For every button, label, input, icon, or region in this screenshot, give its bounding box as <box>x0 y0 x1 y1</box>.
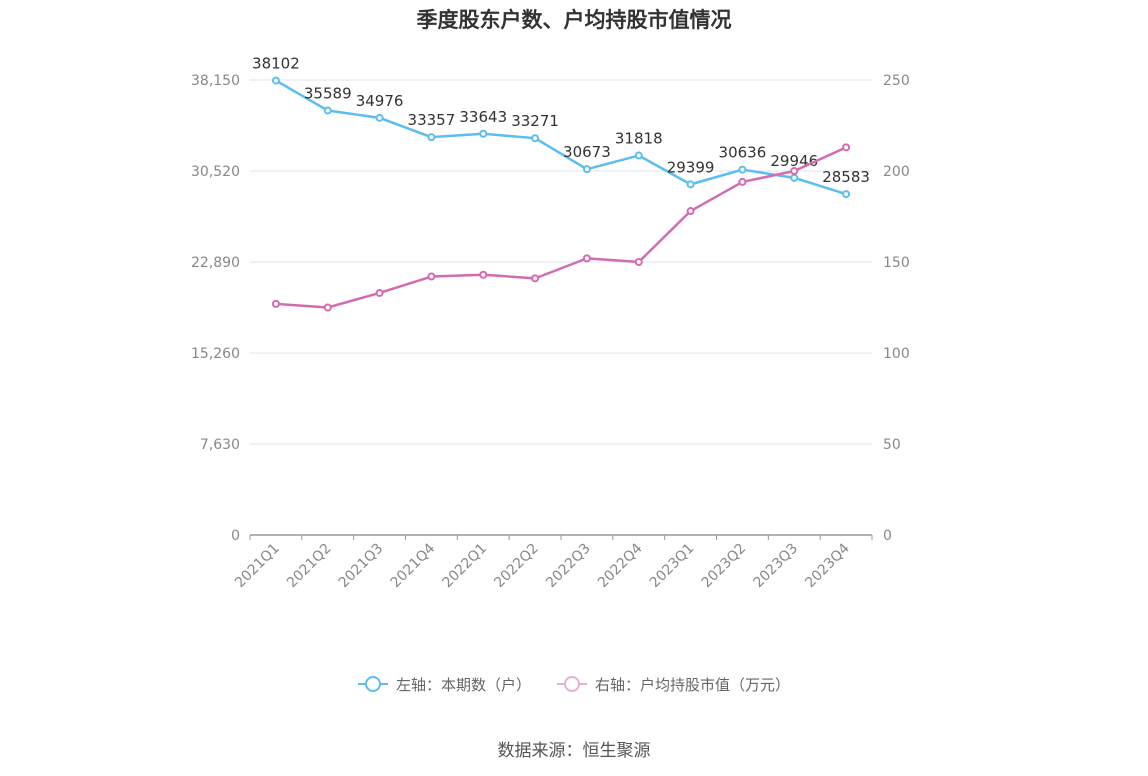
x-axis-tick-label: 2022Q3 <box>543 541 594 592</box>
data-label: 35589 <box>304 85 352 103</box>
data-label: 33357 <box>408 111 456 129</box>
right-axis-tick-label: 150 <box>883 255 910 271</box>
x-axis-tick-label: 2023Q3 <box>750 541 801 592</box>
data-point-right <box>738 177 747 186</box>
data-point-left <box>686 180 695 189</box>
data-label: 31818 <box>615 130 663 148</box>
legend-swatch-left <box>357 673 388 695</box>
right-axis-tick-label: 200 <box>883 164 910 180</box>
right-axis-tick-label: 0 <box>883 528 892 544</box>
x-axis-tick-label: 2021Q1 <box>232 541 283 592</box>
data-source: 数据来源：恒生聚源 <box>497 741 651 761</box>
data-point-left <box>375 113 384 122</box>
data-point-left <box>790 173 799 182</box>
data-point-right <box>479 270 488 279</box>
data-point-right <box>634 258 643 266</box>
chart-title: 季度股东户数、户均持股市值情况 <box>416 8 732 32</box>
x-axis-tick-label: 2022Q4 <box>595 540 646 591</box>
x-axis-tick-label: 2022Q2 <box>491 541 542 592</box>
legend-label-left: 左轴：本期数（户） <box>395 675 531 694</box>
data-point-right <box>323 303 332 312</box>
data-label: 34976 <box>356 92 404 110</box>
data-point-left <box>271 76 280 85</box>
x-axis-tick-label: 2021Q2 <box>284 541 335 592</box>
left-axis-tick-label: 30,520 <box>191 164 240 180</box>
data-point-right <box>531 274 540 283</box>
right-axis-tick-label: 250 <box>883 73 910 89</box>
data-point-right <box>271 299 280 308</box>
data-point-left <box>634 151 643 160</box>
legend-swatch-right <box>557 673 587 695</box>
data-point-left <box>842 190 851 199</box>
data-point-right <box>790 167 799 175</box>
left-axis-tick-label: 22,890 <box>191 255 240 271</box>
legend-label-right: 右轴：户均持股市值（万元） <box>595 675 791 694</box>
data-point-right <box>842 143 851 152</box>
data-point-left <box>582 165 591 174</box>
legend-item-left-series[interactable]: 左轴：本期数（户） <box>357 673 531 695</box>
data-label: 30673 <box>563 143 611 161</box>
x-axis-tick-label: 2023Q4 <box>802 540 853 591</box>
chart-legend: 左轴：本期数（户） 右轴：户均持股市值（万元） <box>0 673 1148 695</box>
data-point-right <box>686 207 695 216</box>
x-axis-tick-label: 2022Q1 <box>439 541 490 592</box>
data-point-left <box>323 106 332 115</box>
data-label: 28583 <box>822 168 870 186</box>
legend-item-right-series[interactable]: 右轴：户均持股市值（万元） <box>557 673 790 695</box>
data-label: 29399 <box>667 158 715 176</box>
data-label: 30636 <box>719 144 767 162</box>
right-axis-tick-label: 50 <box>883 437 901 453</box>
data-label: 33271 <box>511 112 559 130</box>
series-line-right <box>275 146 847 309</box>
data-point-left <box>479 129 488 138</box>
data-point-right <box>427 272 436 281</box>
legend-marker-left <box>364 676 381 692</box>
left-axis-tick-label: 15,260 <box>191 346 240 362</box>
data-point-left <box>531 134 540 143</box>
data-point-left <box>427 133 436 142</box>
x-axis-tick-label: 2023Q1 <box>647 541 698 592</box>
data-label: 33643 <box>459 108 507 126</box>
x-axis-tick-label: 2021Q3 <box>336 541 387 592</box>
series-line-left <box>275 79 847 196</box>
left-axis-tick-label: 7,630 <box>200 437 240 453</box>
data-point-right <box>375 288 384 297</box>
data-point-left <box>738 165 747 174</box>
x-axis-tick-label: 2021Q4 <box>388 540 439 591</box>
data-point-right <box>582 254 591 263</box>
left-axis-tick-label: 38,150 <box>191 73 240 89</box>
right-axis-tick-label: 100 <box>883 346 910 362</box>
legend-marker-right <box>564 676 580 692</box>
data-label: 38102 <box>252 55 300 73</box>
x-axis-tick-label: 2023Q2 <box>699 541 750 592</box>
left-axis-tick-label: 0 <box>231 528 240 544</box>
